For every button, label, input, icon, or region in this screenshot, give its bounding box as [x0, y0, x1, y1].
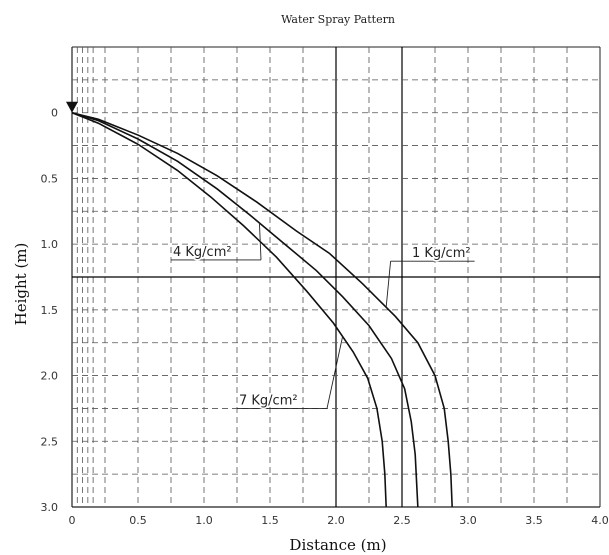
x-tick-label: 1.0: [195, 514, 213, 527]
x-tick-label: 3.5: [525, 514, 543, 527]
curve-annotations: 1 Kg/cm² 4 Kg/cm² 7 Kg/cm²: [171, 222, 475, 410]
series-line: [71, 111, 387, 508]
chart-title: Water Spray Pattern: [281, 13, 395, 26]
triangle-down-icon: [66, 101, 78, 113]
x-tick-label: 2.5: [393, 514, 411, 527]
annotation-leader: [385, 261, 392, 308]
y-tick-label: 2.5: [41, 435, 59, 448]
x-tick-label: 0.5: [129, 514, 147, 527]
x-tick-label: 0: [69, 514, 76, 527]
x-tick-label: 1.5: [261, 514, 279, 527]
x-axis-label: Distance (m): [289, 536, 386, 554]
annotation-leader: [258, 222, 262, 260]
y-tick-label: 1.5: [41, 304, 59, 317]
grid: [71, 46, 601, 508]
y-axis-label: Height (m): [12, 243, 30, 326]
y-tick-label: 2.0: [41, 370, 59, 383]
y-tick-label: 0: [51, 107, 58, 120]
tick-labels: 0 0.5 1.0 1.5 2.0 2.5 3.0 3.5 4.0 0 0.5 1.0 1.5 2.0 2.…: [41, 107, 609, 527]
y-tick-label: 3.0: [41, 501, 59, 514]
y-tick-label: 0.5: [41, 172, 59, 185]
series-line: [71, 111, 453, 508]
series-line: [71, 111, 419, 508]
spray-curves: [71, 111, 453, 508]
annotation-label: 1 Kg/cm²: [412, 246, 471, 261]
annotation-leader: [326, 336, 344, 409]
x-tick-label: 4.0: [591, 514, 609, 527]
annotation-label: 4 Kg/cm²: [173, 245, 232, 260]
x-tick-label: 3.0: [459, 514, 477, 527]
y-tick-label: 1.0: [41, 238, 59, 251]
annotation-label: 7 Kg/cm²: [239, 393, 298, 408]
x-tick-label: 2.0: [327, 514, 345, 527]
